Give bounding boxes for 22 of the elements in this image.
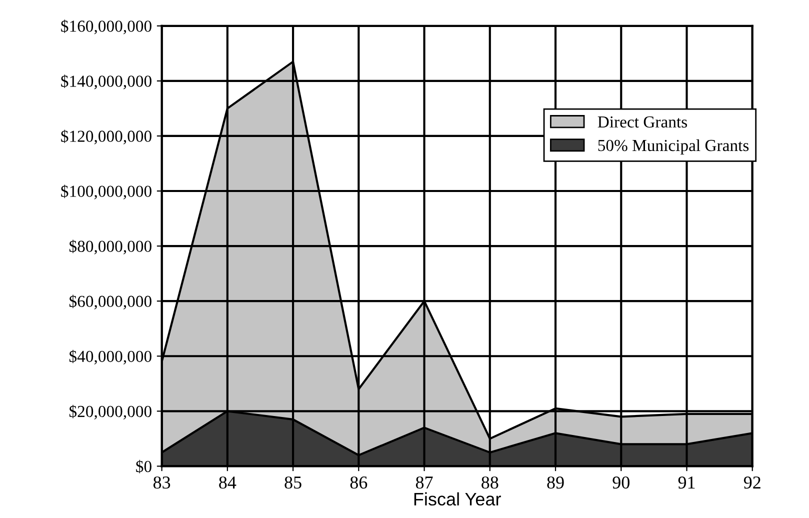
x-tick-label: 91 [678,476,695,489]
x-axis-title: Fiscal Year [414,492,501,506]
x-tick-label: 89 [547,476,564,489]
y-tick-label: $120,000,000 [61,130,152,144]
y-tick-label: $0 [136,460,152,474]
legend-label: Direct Grants [598,116,687,128]
x-tick-label: 86 [350,476,368,489]
y-tick-label: $20,000,000 [69,404,152,420]
y-tick-label: $160,000,000 [61,20,152,34]
x-tick-label: 87 [416,476,433,489]
y-tick-label: $40,000,000 [69,350,152,364]
legend-label: 50% Municipal Grants [598,139,749,155]
x-tick-label: 92 [744,476,760,489]
y-tick-label: $80,000,000 [69,240,152,254]
x-tick-label: 90 [612,476,630,489]
x-tick-label: 83 [153,476,170,489]
y-tick-label: $100,000,000 [61,184,152,200]
x-tick-label: 85 [284,476,302,489]
y-tick-label: $140,000,000 [61,74,152,90]
y-tick-label: $60,000,000 [69,294,152,310]
x-tick-label: 88 [482,476,498,489]
x-tick-label: 84 [219,476,236,489]
